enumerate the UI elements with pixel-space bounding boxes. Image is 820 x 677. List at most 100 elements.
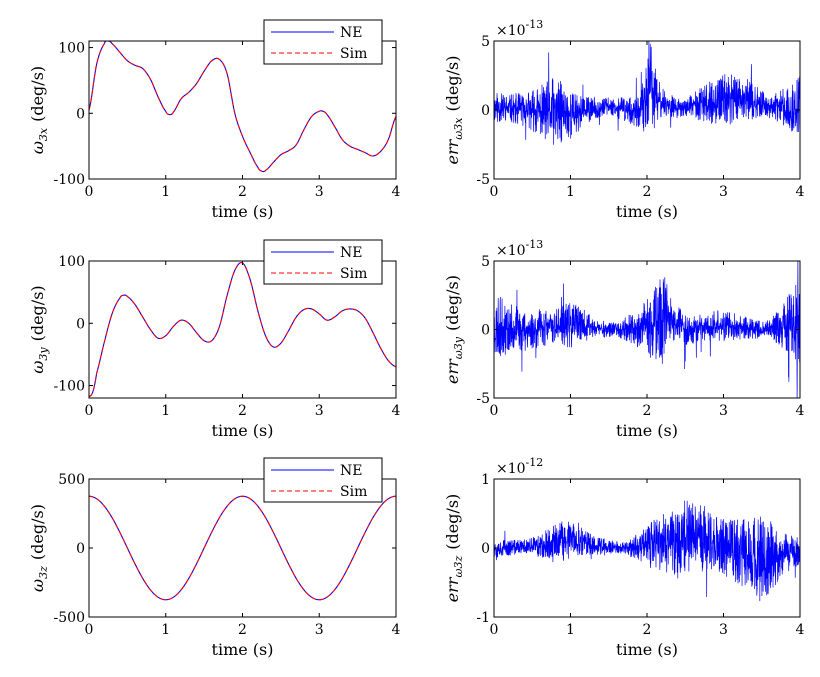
axis-exponent-base: ×10 (496, 23, 526, 39)
legend-label-ne: NE (340, 245, 362, 261)
y-tick-label: -5 (476, 172, 490, 188)
y-tick-label: 5 (481, 254, 490, 270)
y-tick-label: 0 (76, 541, 85, 557)
plot-area (494, 500, 800, 602)
x-tick-label: 0 (490, 184, 499, 200)
legend-label-ne: NE (340, 25, 362, 41)
y-tick-label: 0 (76, 106, 85, 122)
x-tick-label: 0 (85, 622, 94, 638)
y-axis-label: ω3x (deg/s) (28, 66, 50, 154)
y-tick-label: -100 (54, 172, 85, 188)
x-axis-label: time (s) (212, 640, 274, 659)
legend-label-sim: Sim (340, 484, 367, 500)
axis-exponent-power: -13 (526, 18, 544, 31)
plot-area (494, 41, 800, 145)
x-tick-label: 2 (643, 622, 652, 638)
y-axis-label-unit: (deg/s) (28, 285, 47, 341)
x-axis-label: time (s) (616, 202, 678, 221)
plot-area (494, 261, 800, 398)
y-tick-label: 100 (58, 41, 85, 57)
x-tick-label: 3 (315, 403, 324, 419)
plot-area (89, 41, 396, 173)
x-tick-label: 0 (85, 403, 94, 419)
x-tick-label: 2 (238, 403, 247, 419)
x-tick-label: 1 (566, 184, 575, 200)
x-tick-label: 1 (161, 184, 170, 200)
y-axis-label: ω3y (deg/s) (28, 285, 50, 373)
x-tick-label: 2 (643, 403, 652, 419)
legend-label-sim: Sim (340, 46, 367, 62)
x-tick-label: 0 (490, 403, 499, 419)
axis-exponent-power: -12 (526, 456, 544, 469)
y-tick-label: 5 (481, 34, 490, 50)
y-axis-label-subscript: ω3x (452, 117, 465, 140)
y-axis-label-unit: (deg/s) (443, 275, 462, 331)
y-tick-label: 0 (76, 316, 85, 332)
series-line-sim (89, 41, 396, 173)
y-tick-label: -100 (54, 379, 85, 395)
x-axis-label: time (s) (616, 421, 678, 440)
x-tick-label: 1 (566, 403, 575, 419)
y-tick-label: 0 (481, 541, 490, 557)
y-axis-label-symbol: ω (28, 141, 47, 154)
x-tick-label: 0 (490, 622, 499, 638)
y-axis-label-symbol: err (443, 358, 462, 384)
legend-box (263, 457, 383, 503)
x-tick-label: 2 (238, 622, 247, 638)
y-axis-label-symbol: err (443, 138, 462, 164)
x-axis-label: time (s) (212, 202, 274, 221)
y-axis-label-subscript: 3z (37, 566, 50, 579)
axis-exponent-base: ×10 (496, 461, 526, 477)
x-tick-label: 0 (85, 184, 94, 200)
x-tick-label: 2 (238, 184, 247, 200)
y-axis-label-unit: (deg/s) (443, 494, 462, 550)
x-tick-label: 4 (392, 622, 401, 638)
x-tick-label: 1 (161, 622, 170, 638)
legend: NE Sim (263, 457, 383, 503)
legend-label-ne: NE (340, 463, 362, 479)
plot-area (89, 495, 396, 601)
y-axis-label: ω3z (deg/s) (28, 504, 50, 592)
axis-exponent-power: -13 (526, 238, 544, 251)
axis-exponent: ×10-12 (496, 456, 543, 477)
y-axis-label-symbol: ω (28, 579, 47, 592)
y-axis-label-symbol: ω (28, 361, 47, 374)
x-tick-label: 3 (719, 622, 728, 638)
series-line-err (494, 500, 800, 602)
y-axis-label-subscript: 3y (37, 347, 50, 361)
axis-exponent-base: ×10 (496, 243, 526, 259)
x-tick-label: 3 (719, 184, 728, 200)
series-line-sim (89, 495, 396, 601)
x-tick-label: 2 (643, 184, 652, 200)
axis-exponent: ×10-13 (496, 18, 543, 39)
y-tick-label: 0 (481, 323, 490, 339)
y-axis-label-unit: (deg/s) (443, 56, 462, 112)
y-tick-label: 0 (481, 103, 490, 119)
plot-area (89, 261, 396, 398)
y-axis-label: errω3x (deg/s) (443, 56, 465, 165)
x-tick-label: 1 (161, 403, 170, 419)
y-axis-label: errω3y (deg/s) (443, 275, 465, 384)
series-line-sim (89, 261, 396, 398)
x-tick-label: 4 (392, 184, 401, 200)
y-axis-label-subscript: ω3z (452, 556, 465, 578)
x-tick-label: 1 (566, 622, 575, 638)
x-tick-label: 4 (796, 622, 805, 638)
x-tick-label: 4 (796, 184, 805, 200)
axis-exponent: ×10-13 (496, 238, 543, 259)
x-tick-label: 4 (392, 403, 401, 419)
series-line-err (494, 41, 800, 145)
y-tick-label: -1 (476, 610, 490, 626)
y-tick-label: 500 (58, 472, 85, 488)
y-axis-label-unit: (deg/s) (28, 504, 47, 560)
x-tick-label: 3 (315, 622, 324, 638)
legend-box (263, 19, 383, 65)
legend-label-sim: Sim (340, 266, 367, 282)
y-tick-label: 1 (481, 472, 490, 488)
x-tick-label: 3 (719, 403, 728, 419)
